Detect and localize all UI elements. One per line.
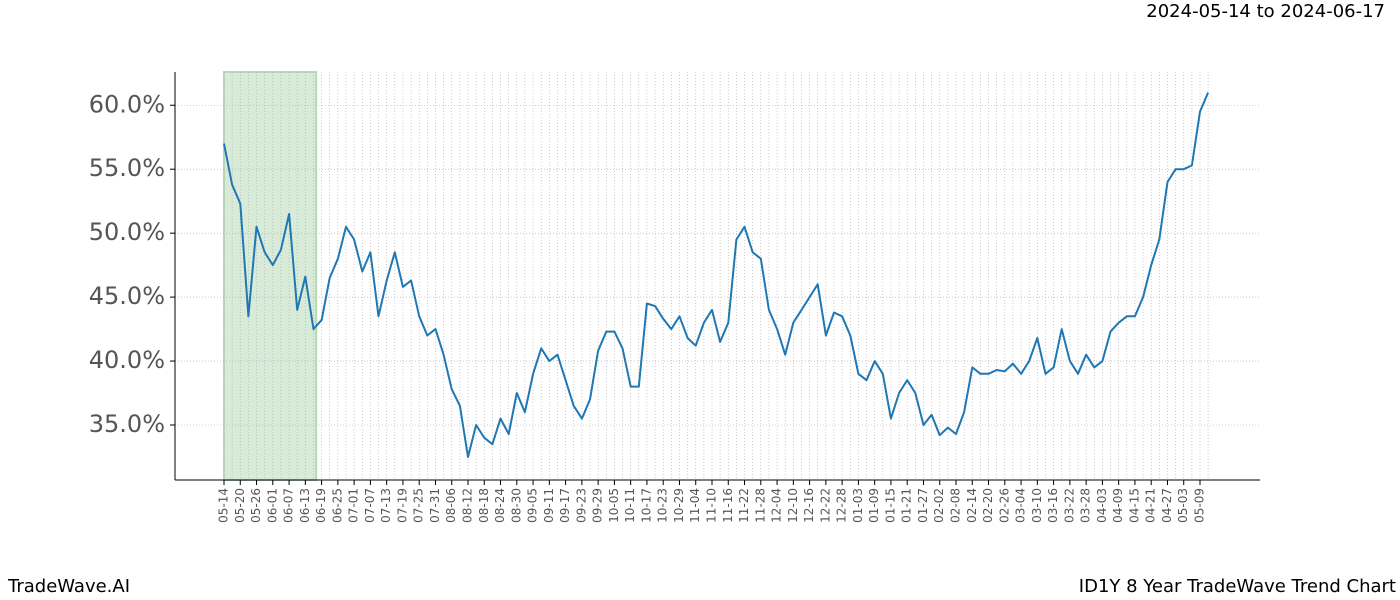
x-tick-label: 05-09 [1193, 488, 1207, 523]
y-tick-label: 60.0% [89, 90, 165, 118]
x-tick-label: 02-08 [949, 488, 963, 523]
x-tick-label: 10-11 [623, 488, 637, 523]
highlight-span [223, 71, 318, 481]
x-tick-label: 04-21 [1144, 488, 1158, 523]
x-tick-label: 07-07 [363, 488, 377, 523]
x-tick-label: 11-28 [753, 488, 767, 523]
x-tick-label: 08-12 [461, 488, 475, 523]
x-tick-label: 11-04 [688, 488, 702, 523]
x-tick-label: 09-29 [591, 488, 605, 523]
x-tick-label: 12-10 [786, 488, 800, 523]
x-tick-label: 11-10 [705, 488, 719, 523]
x-tick-label: 12-04 [770, 488, 784, 523]
x-tick-label: 10-05 [607, 488, 621, 523]
trend-line [223, 92, 1210, 458]
x-tick-label: 10-23 [656, 488, 670, 523]
x-tick-label: 03-16 [1046, 488, 1060, 523]
x-tick-label: 03-22 [1062, 488, 1076, 523]
x-tick-label: 09-17 [558, 488, 572, 523]
x-tick-label: 12-28 [835, 488, 849, 523]
x-tick-label: 04-15 [1127, 488, 1141, 523]
y-tick-label: 50.0% [89, 218, 165, 246]
y-tick-label: 40.0% [89, 346, 165, 374]
x-tick-label: 01-21 [900, 488, 914, 523]
x-tick-label: 06-07 [282, 488, 296, 523]
x-tick-label: 08-18 [477, 488, 491, 523]
x-tick-label: 03-10 [1030, 488, 1044, 523]
x-tick-label: 07-19 [395, 488, 409, 523]
x-tick-label: 06-01 [265, 488, 279, 523]
x-tick-label: 02-02 [932, 488, 946, 523]
x-tick-label: 07-31 [428, 488, 442, 523]
x-tick-label: 02-14 [965, 488, 979, 523]
x-tick-label: 02-20 [981, 488, 995, 523]
x-tick-label: 12-22 [818, 488, 832, 523]
y-tick-label: 45.0% [89, 282, 165, 310]
x-tick-label: 11-16 [721, 488, 735, 523]
x-tick-label: 08-06 [444, 488, 458, 523]
x-tick-label: 01-03 [851, 488, 865, 523]
x-tick-label: 04-09 [1111, 488, 1125, 523]
x-tick-label: 06-13 [298, 488, 312, 523]
x-tick-label: 07-13 [379, 488, 393, 523]
x-tick-label: 02-26 [997, 488, 1011, 523]
x-tick-label: 09-11 [542, 488, 556, 523]
x-tick-label: 10-17 [639, 488, 653, 523]
x-tick-label: 03-04 [1014, 488, 1028, 523]
x-tick-label: 01-09 [867, 488, 881, 523]
x-tick-label: 06-25 [330, 488, 344, 523]
x-tick-label: 01-15 [883, 488, 897, 523]
x-tick-label: 04-27 [1160, 488, 1174, 523]
x-tick-label: 05-03 [1176, 488, 1190, 523]
y-tick-label: 55.0% [89, 154, 165, 182]
x-tick-label: 12-16 [802, 488, 816, 523]
x-tick-label: 11-22 [737, 488, 751, 523]
x-tick-label: 08-30 [509, 488, 523, 523]
x-tick-label: 07-25 [412, 488, 426, 523]
x-tick-label: 03-28 [1079, 488, 1093, 523]
chart-caption: ID1Y 8 Year TradeWave Trend Chart [1079, 576, 1396, 597]
x-tick-label: 05-20 [233, 488, 247, 523]
date-range: 2024-05-14 to 2024-06-17 [1146, 1, 1385, 22]
x-tick-label: 07-01 [347, 488, 361, 523]
x-tick-label: 05-14 [217, 488, 231, 523]
x-tick-label: 05-26 [249, 488, 263, 523]
x-tick-label: 01-27 [916, 488, 930, 523]
x-tick-label: 08-24 [493, 488, 507, 523]
x-tick-label: 10-29 [672, 488, 686, 523]
x-tick-label: 09-23 [574, 488, 588, 523]
x-tick-label: 09-05 [526, 488, 540, 523]
y-tick-label: 35.0% [89, 410, 165, 438]
brand: TradeWave.AI [7, 576, 130, 597]
x-tick-label: 06-19 [314, 488, 328, 523]
x-tick-label: 04-03 [1095, 488, 1109, 523]
